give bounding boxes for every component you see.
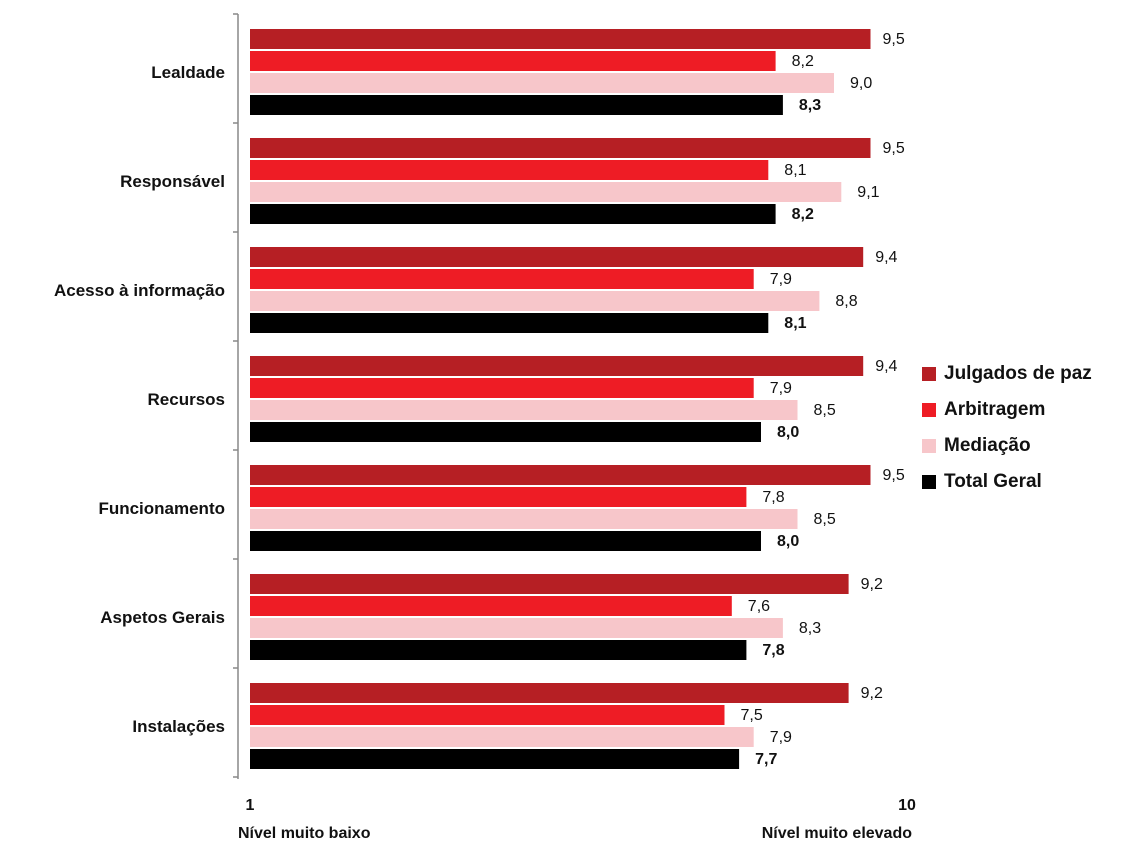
data-label: 9,5 <box>883 467 905 484</box>
data-label: 8,0 <box>777 424 799 441</box>
data-label: 8,1 <box>784 162 806 179</box>
data-label: 7,8 <box>762 489 784 506</box>
data-label: 8,2 <box>792 206 814 223</box>
bar <box>250 95 783 115</box>
data-label: 7,5 <box>741 707 763 724</box>
bar <box>250 247 864 267</box>
bar <box>250 465 871 485</box>
legend-item-julgados-de-paz: Julgados de paz <box>922 356 1092 392</box>
data-label: 9,5 <box>883 31 905 48</box>
bar <box>250 51 776 71</box>
data-label: 7,9 <box>770 271 792 288</box>
data-label: 9,4 <box>875 358 897 375</box>
bar <box>250 618 783 638</box>
bar <box>250 313 769 333</box>
data-label: 7,6 <box>748 598 770 615</box>
bar <box>250 160 769 180</box>
legend-swatch <box>922 403 936 417</box>
data-label: 9,4 <box>875 249 897 266</box>
data-label: 9,2 <box>861 576 883 593</box>
data-label: 8,1 <box>784 315 806 332</box>
data-label: 8,2 <box>792 53 814 70</box>
legend-swatch <box>922 439 936 453</box>
bar <box>250 574 849 594</box>
bar <box>250 378 754 398</box>
data-label: 8,5 <box>814 511 836 528</box>
category-label: Lealdade <box>151 63 225 82</box>
legend-item-total-geral: Total Geral <box>922 464 1092 500</box>
bar <box>250 422 761 442</box>
bar <box>250 356 864 376</box>
legend-label: Total Geral <box>944 471 1042 492</box>
bar <box>250 749 740 769</box>
legend-swatch <box>922 367 936 381</box>
bar <box>250 509 798 529</box>
bar <box>250 204 776 224</box>
data-label: 7,9 <box>770 380 792 397</box>
bar <box>250 683 849 703</box>
x-axis-max-label: Nível muito elevado <box>762 825 912 842</box>
x-tick-min: 1 <box>246 797 255 814</box>
data-label: 9,0 <box>850 75 872 92</box>
bar <box>250 269 754 289</box>
data-label: 7,8 <box>762 642 784 659</box>
data-label: 8,5 <box>814 402 836 419</box>
legend: Julgados de paz Arbitragem Mediação Tota… <box>922 356 1092 500</box>
legend-item-mediacao: Mediação <box>922 428 1092 464</box>
x-tick-max: 10 <box>898 797 916 814</box>
data-label: 8,3 <box>799 620 821 637</box>
legend-label: Arbitragem <box>944 399 1046 420</box>
bar <box>250 705 725 725</box>
data-label: 8,3 <box>799 97 821 114</box>
category-label: Instalações <box>132 717 225 736</box>
bar <box>250 73 834 93</box>
legend-label: Mediação <box>944 435 1031 456</box>
bar <box>250 182 842 202</box>
bar <box>250 596 732 616</box>
category-label: Aspetos Gerais <box>100 608 225 627</box>
data-label: 9,1 <box>857 184 879 201</box>
bar <box>250 400 798 420</box>
bar <box>250 29 871 49</box>
legend-swatch <box>922 475 936 489</box>
bar <box>250 640 747 660</box>
data-label: 7,7 <box>755 751 777 768</box>
data-label: 8,8 <box>835 293 857 310</box>
data-label: 7,9 <box>770 729 792 746</box>
bar <box>250 531 761 551</box>
data-label: 9,2 <box>861 685 883 702</box>
category-label: Responsável <box>120 172 225 191</box>
bar <box>250 291 820 311</box>
legend-item-arbitragem: Arbitragem <box>922 392 1092 428</box>
x-axis-min-label: Nível muito baixo <box>238 825 371 842</box>
category-label: Recursos <box>148 390 225 409</box>
category-label: Acesso à informação <box>54 281 225 300</box>
bar <box>250 727 754 747</box>
category-label: Funcionamento <box>98 499 225 518</box>
data-label: 9,5 <box>883 140 905 157</box>
bar <box>250 487 747 507</box>
legend-label: Julgados de paz <box>944 363 1092 384</box>
bar <box>250 138 871 158</box>
data-label: 8,0 <box>777 533 799 550</box>
